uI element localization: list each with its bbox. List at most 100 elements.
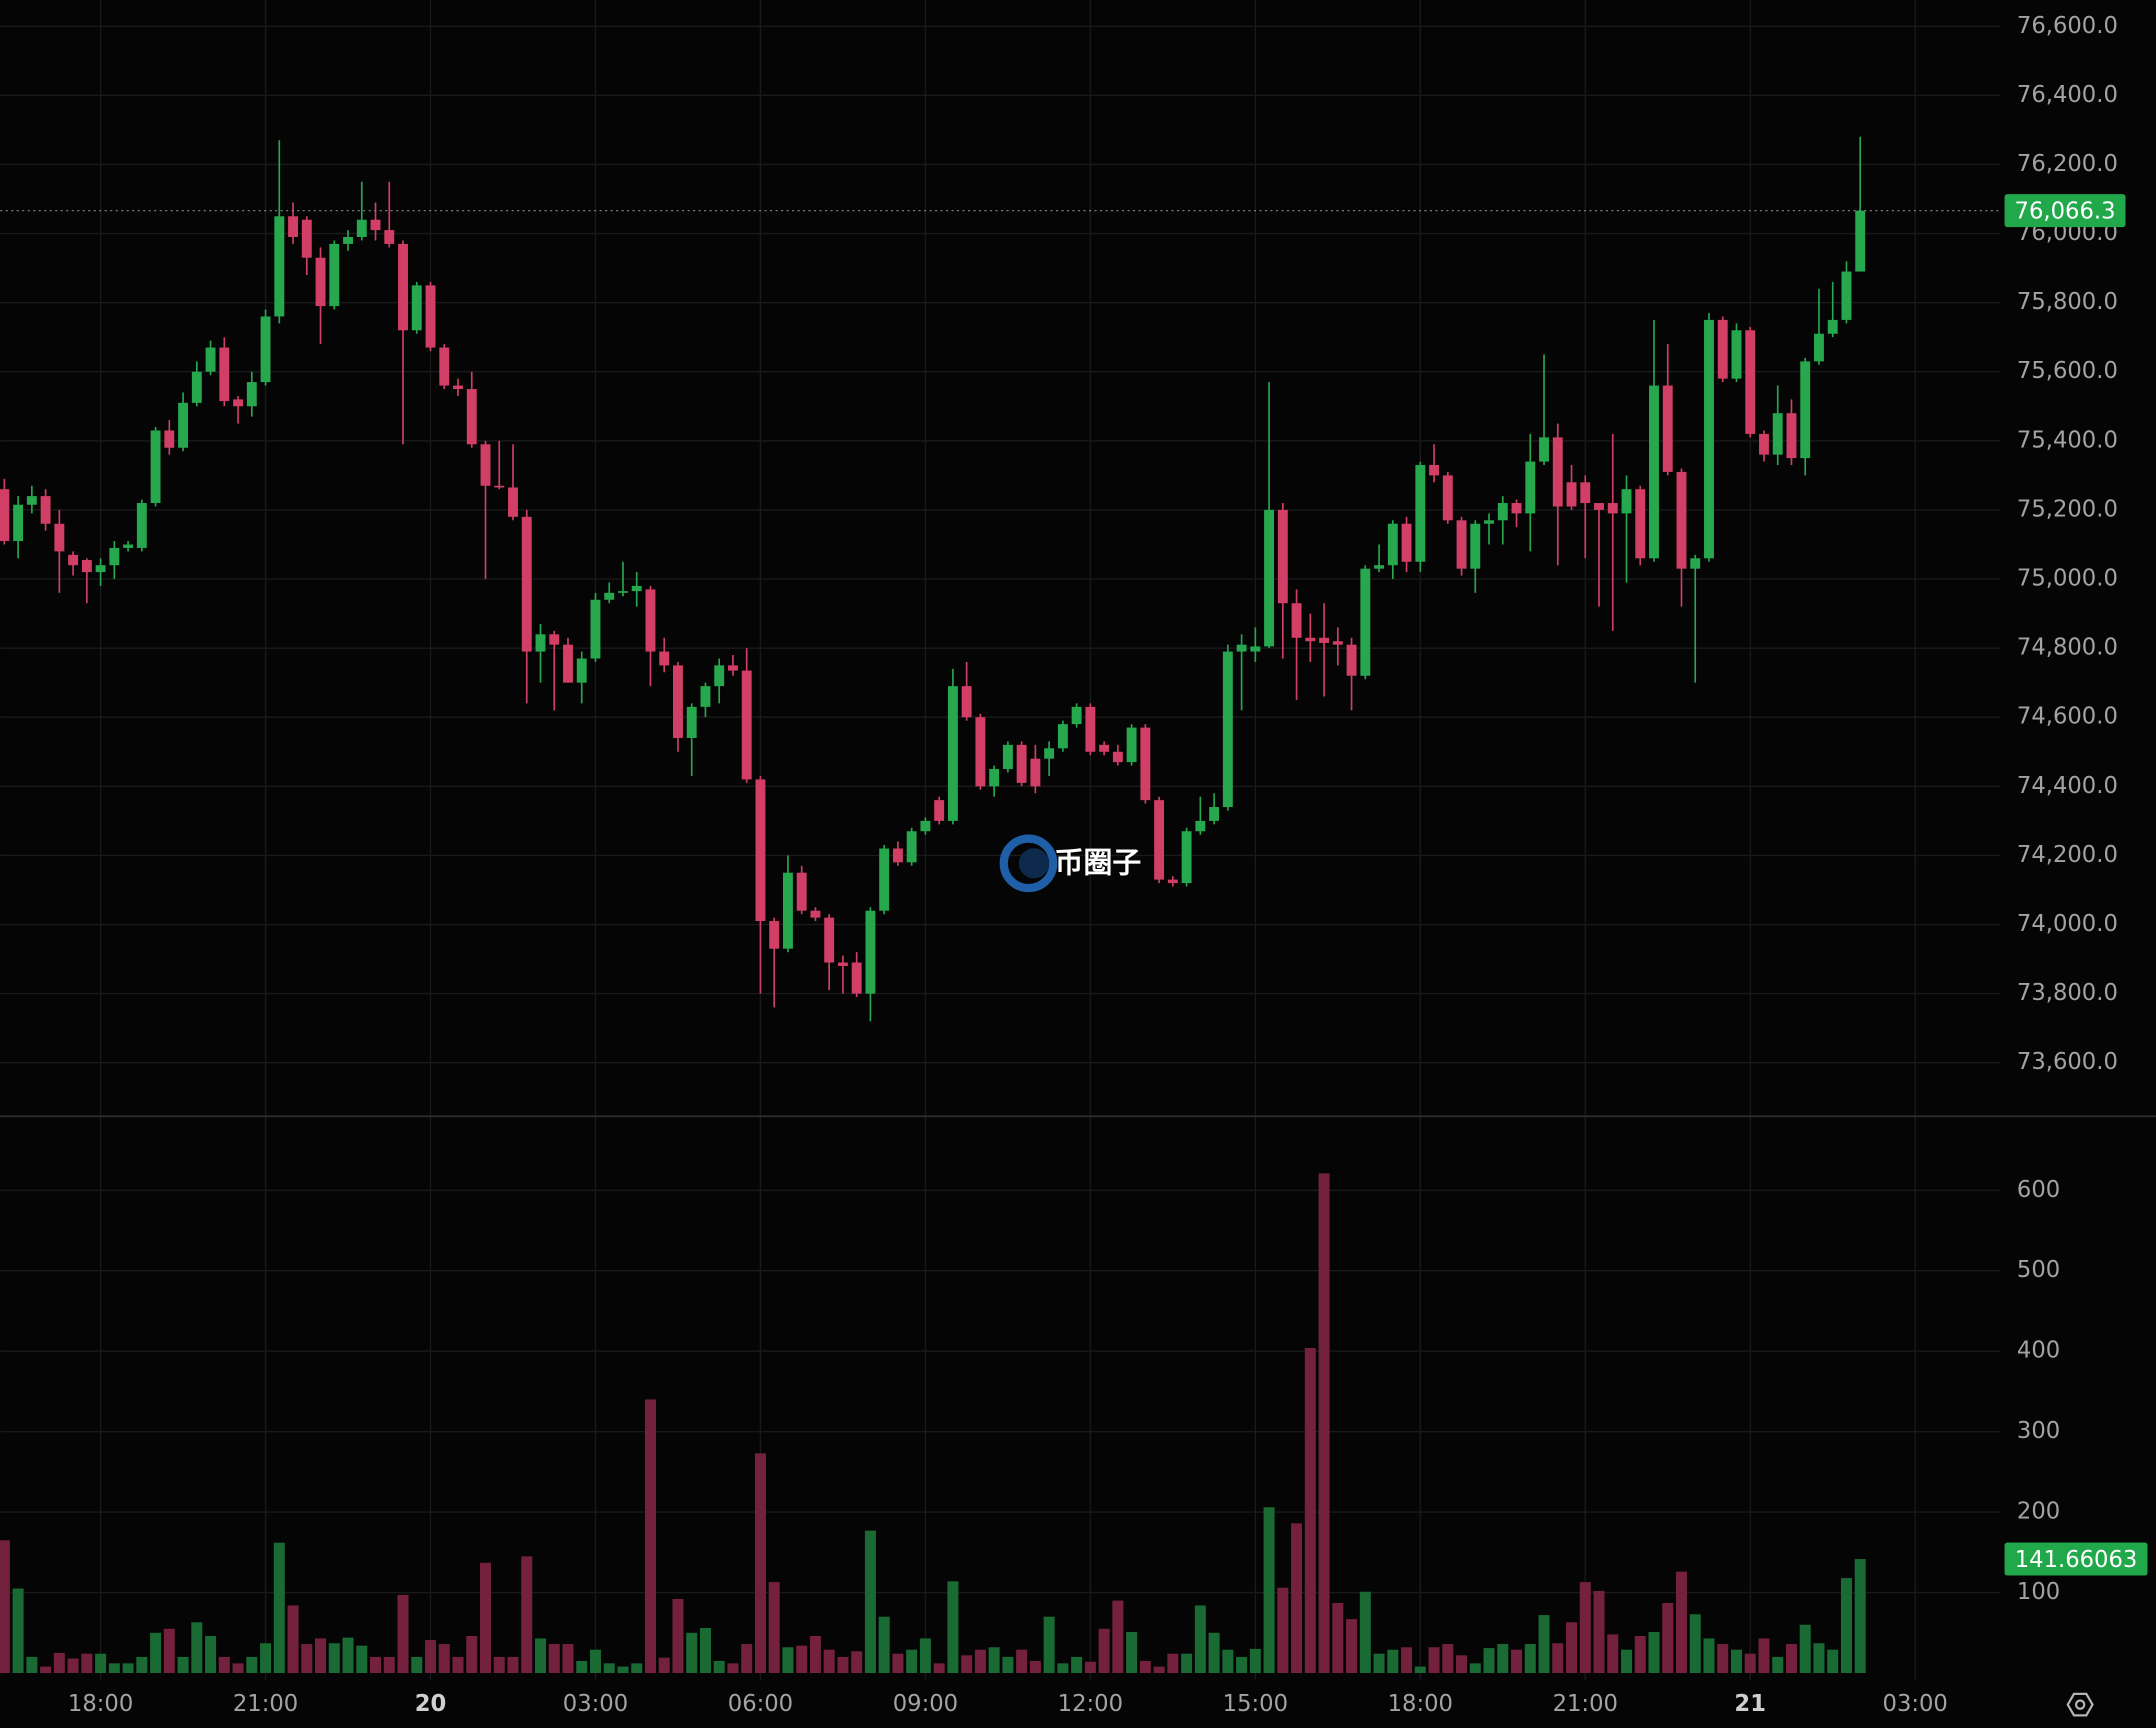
settings-hexagon[interactable]	[2066, 1692, 2094, 1717]
candle-body	[1112, 751, 1123, 763]
volume-bar	[754, 1453, 766, 1674]
candle-body	[604, 592, 615, 600]
candle-body	[425, 285, 436, 348]
candle-body	[453, 385, 463, 390]
volume-bar	[1538, 1615, 1550, 1674]
volume-bar	[507, 1656, 519, 1674]
volume-bar	[919, 1638, 931, 1674]
volume-bar	[1511, 1649, 1523, 1674]
candle-body	[892, 848, 903, 863]
candle-body	[164, 430, 175, 448]
volume-bar	[1401, 1647, 1413, 1674]
x-tick-label: 03:00	[1883, 1691, 1948, 1717]
volume-bar	[287, 1605, 299, 1674]
candle-body	[95, 565, 106, 573]
volume-bar	[1717, 1644, 1729, 1674]
candle-body	[233, 399, 244, 407]
volume-bar	[1029, 1660, 1041, 1674]
candle-body	[40, 496, 51, 524]
settings-center[interactable]	[2074, 1699, 2086, 1710]
candle-body	[1539, 437, 1549, 462]
candle-body	[700, 686, 711, 707]
volume-bar	[315, 1638, 327, 1674]
candle-body	[1580, 482, 1591, 504]
candle-body	[714, 665, 725, 687]
marks	[0, 136, 2001, 1674]
y-tick-label: 73,600.0	[2017, 1049, 2118, 1075]
y-tick-label: 75,200.0	[2017, 496, 2118, 522]
volume-bar	[493, 1656, 505, 1674]
volume-bar	[534, 1638, 546, 1674]
y-tick-label: 74,600.0	[2017, 704, 2118, 730]
volume-bar	[425, 1640, 437, 1674]
volume-bar	[0, 1540, 10, 1674]
candle-body	[315, 257, 326, 307]
candle-body	[1497, 503, 1508, 521]
candle-body	[1525, 461, 1536, 514]
volume-bar	[452, 1656, 464, 1674]
volume-tick-label: 300	[2017, 1418, 2060, 1444]
volume-bar	[1249, 1648, 1261, 1674]
candle-body	[1016, 744, 1027, 783]
volume-tick-label: 400	[2017, 1338, 2060, 1364]
volume-bar	[1359, 1591, 1371, 1674]
volume-bar	[1772, 1656, 1784, 1674]
volume-bar	[232, 1663, 244, 1674]
volume-bar	[1648, 1631, 1660, 1674]
volume-bar	[53, 1652, 65, 1674]
candle-body	[521, 516, 532, 652]
volume-bar	[397, 1594, 409, 1674]
volume-bar	[699, 1627, 711, 1674]
volume-bar	[796, 1645, 808, 1674]
volume-bar	[947, 1581, 959, 1674]
volume-bar	[342, 1637, 354, 1674]
volume-bar	[383, 1656, 395, 1674]
volume-bar	[603, 1663, 615, 1674]
volume-bar	[67, 1658, 79, 1674]
volume-bar	[1813, 1643, 1825, 1674]
candle-body	[150, 430, 161, 504]
volume-bar	[727, 1663, 739, 1674]
candle-body	[1319, 637, 1330, 643]
volume-bar	[1662, 1603, 1674, 1674]
volume-bar	[589, 1649, 601, 1674]
volume-bar	[1222, 1649, 1234, 1674]
last-price-label: 76,066.3	[2015, 199, 2116, 225]
volume-bar	[150, 1632, 162, 1674]
volume-bar	[576, 1660, 588, 1674]
candle-body	[686, 706, 697, 738]
volume-bar	[837, 1656, 849, 1674]
candle-body	[1621, 489, 1632, 514]
candle-body	[879, 848, 890, 911]
candle-body	[741, 670, 752, 780]
candle-body	[1181, 831, 1192, 884]
volume-bar	[823, 1649, 835, 1674]
candle-body	[535, 634, 546, 652]
candle-body	[769, 921, 780, 949]
candle-body	[1759, 433, 1769, 455]
candle-body	[1676, 471, 1687, 569]
candle-body	[796, 872, 807, 911]
volume-bar	[741, 1644, 753, 1674]
candle-body	[288, 216, 298, 238]
x-tick-label: 15:00	[1223, 1691, 1288, 1717]
candle-body	[975, 717, 986, 787]
watermark-logo-inner	[1018, 848, 1050, 879]
y-tick-label: 76,600.0	[2017, 13, 2118, 39]
last-volume-badge	[2004, 1542, 2148, 1576]
candle-body	[1511, 503, 1522, 514]
candle-body	[136, 503, 147, 548]
volume-bar	[878, 1616, 890, 1674]
last-volume-label: 141.66063	[2015, 1547, 2138, 1573]
candle-body	[1250, 646, 1261, 652]
volume-bar	[1799, 1624, 1811, 1674]
volume-bar	[356, 1645, 368, 1674]
volume-bar	[108, 1663, 120, 1674]
candle-body	[631, 585, 642, 592]
x-tick-label: 18:00	[1388, 1691, 1453, 1717]
volume-bar	[301, 1644, 313, 1674]
grid	[0, 0, 2001, 1680]
settings-icon[interactable]	[2066, 1692, 2094, 1717]
